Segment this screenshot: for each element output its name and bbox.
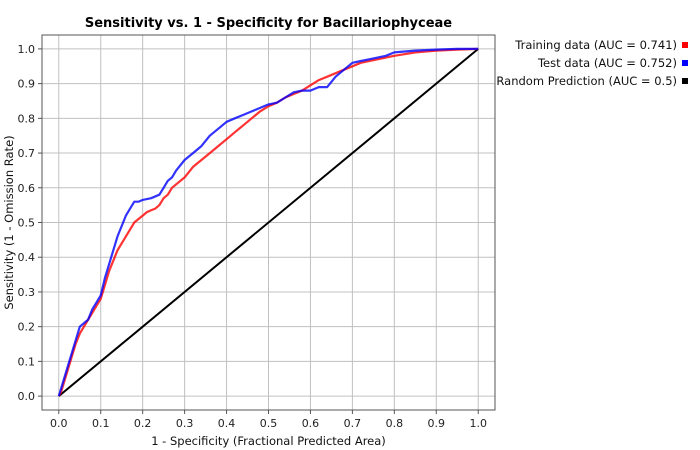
legend-entry-test-swatch: [682, 60, 688, 66]
y-tick-label: 0.3: [18, 286, 36, 299]
x-tick-label: 0.8: [386, 417, 404, 430]
legend: Training data (AUC = 0.741) Test data (AU…: [496, 38, 688, 88]
legend-entry-test-label: Test data (AUC = 0.752): [537, 56, 677, 70]
x-tick-label: 0.5: [260, 417, 278, 430]
series-layer: [57, 47, 479, 397]
plot-area: [41, 34, 496, 411]
x-tick-label: 0.9: [428, 417, 446, 430]
x-tick-label: 0.6: [302, 417, 320, 430]
legend-entry-random-label: Random Prediction (AUC = 0.5): [496, 74, 677, 88]
y-tick-label: 0.0: [18, 390, 36, 403]
test-data-curve: [57, 47, 479, 397]
y-tick-label: 0.7: [18, 147, 36, 160]
x-tick-label: 0.1: [92, 417, 110, 430]
x-tick-label: 0.7: [344, 417, 362, 430]
y-tick-label: 0.6: [18, 182, 36, 195]
y-axis: 0.0 0.1 0.2 0.3 0.4 0.5 0.6 0.7 0.8 0.9 1.0: [18, 43, 42, 403]
x-axis: 0.0 0.1 0.2 0.3 0.4 0.5 0.6 0.7 0.8 0.9 1.0: [50, 410, 487, 430]
x-tick-label: 0.3: [176, 417, 194, 430]
x-tick-label: 0.0: [50, 417, 68, 430]
x-axis-label: 1 - Specificity (Fractional Predicted Ar…: [151, 434, 386, 448]
grid: [42, 35, 495, 410]
x-tick-label: 0.4: [218, 417, 236, 430]
chart-title: Sensitivity vs. 1 - Specificity for Baci…: [85, 16, 452, 31]
x-tick-label: 0.2: [134, 417, 152, 430]
x-tick-label: 1.0: [469, 417, 487, 430]
legend-entry-training-label: Training data (AUC = 0.741): [514, 38, 677, 52]
legend-entry-random-swatch: [682, 78, 688, 84]
y-tick-label: 0.4: [18, 251, 36, 264]
y-tick-label: 0.9: [18, 78, 36, 91]
y-tick-label: 0.5: [18, 217, 36, 230]
y-tick-label: 0.1: [18, 355, 36, 368]
y-tick-label: 0.8: [18, 112, 36, 125]
y-tick-label: 0.2: [18, 321, 36, 334]
y-axis-label: Sensitivity (1 - Omission Rate): [2, 135, 16, 309]
y-tick-label: 1.0: [18, 43, 36, 56]
random-prediction-line: [58, 48, 479, 397]
legend-entry-training-swatch: [682, 42, 688, 48]
